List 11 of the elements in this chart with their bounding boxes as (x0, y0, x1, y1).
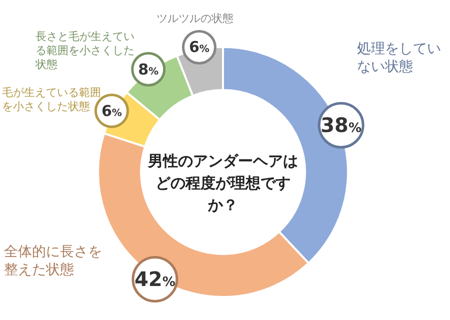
slice-label: 毛が生えている範囲を小さくした状態 (2, 86, 102, 114)
slice-label: ツルツルの状態 (156, 12, 235, 26)
slice-label: 全体的に長さを整えた状態 (4, 242, 103, 279)
data-label: 42% (134, 267, 176, 292)
slice-label: 長さと毛が生えている範囲を小さくした状態 (35, 30, 136, 72)
data-label: 8% (138, 60, 159, 78)
data-label: 6% (101, 102, 122, 120)
slice-label: 処理をしていない状態 (357, 40, 442, 76)
text: 男性のアンダーヘアはどの程度が理想ですか？ (146, 151, 299, 216)
data-label: 6% (188, 38, 210, 56)
data-label: 38% (320, 113, 362, 138)
